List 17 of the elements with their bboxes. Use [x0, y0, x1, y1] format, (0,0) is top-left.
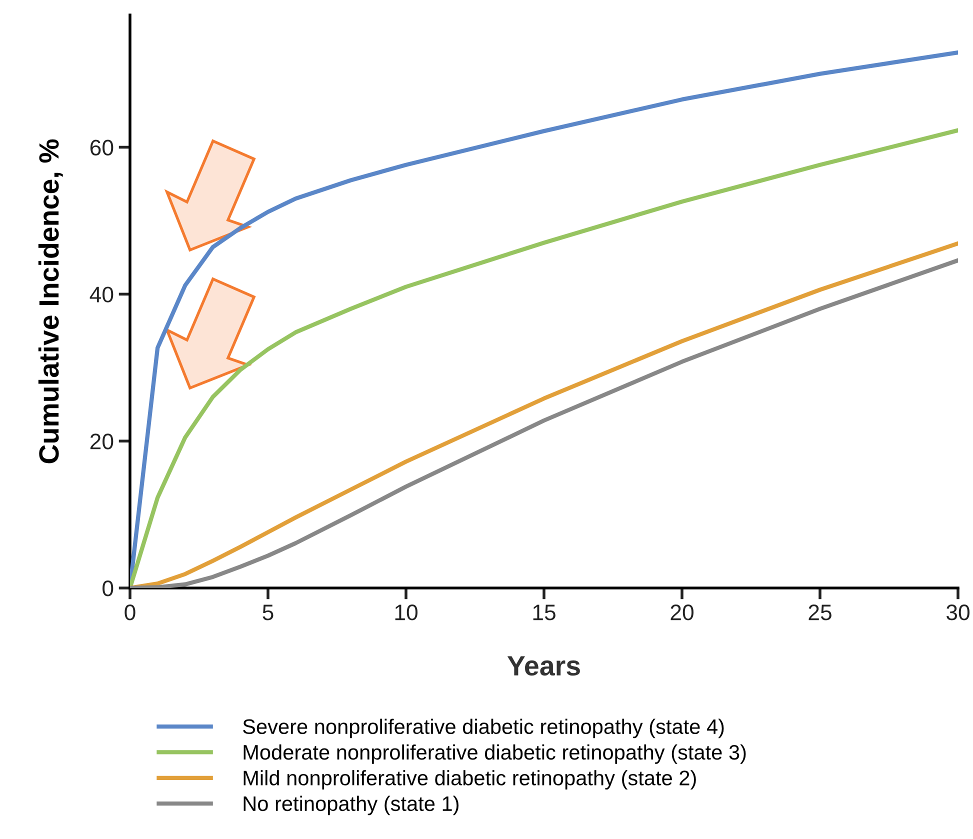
- legend-label: Moderate nonproliferative diabetic retinopathy (state 3): [244, 744, 746, 764]
- y-axis-title: Cumulative Incidence, %: [38, 139, 63, 464]
- y-tick-label: 20: [90, 434, 114, 450]
- x-axis-title: Years: [507, 656, 580, 676]
- legend-label: Severe nonproliferative diabetic retinopathy (state 4): [243, 718, 724, 738]
- x-tick-label: 0: [124, 604, 136, 620]
- x-tick-label: 5: [262, 604, 274, 620]
- x-tick-label: 10: [395, 604, 418, 620]
- legend-label: No retinopathy (state 1): [244, 796, 458, 816]
- legend-label: Mild nonproliferative diabetic retinopathy (state 2): [244, 770, 696, 790]
- y-tick-label: 40: [90, 286, 114, 302]
- x-tick-label: 15: [533, 604, 556, 620]
- y-tick-label: 0: [102, 580, 114, 596]
- x-tick-label: 20: [670, 604, 694, 620]
- x-tick-label: 25: [808, 604, 832, 620]
- y-tick-label: 60: [90, 140, 114, 156]
- x-tick-label: 30: [946, 604, 970, 620]
